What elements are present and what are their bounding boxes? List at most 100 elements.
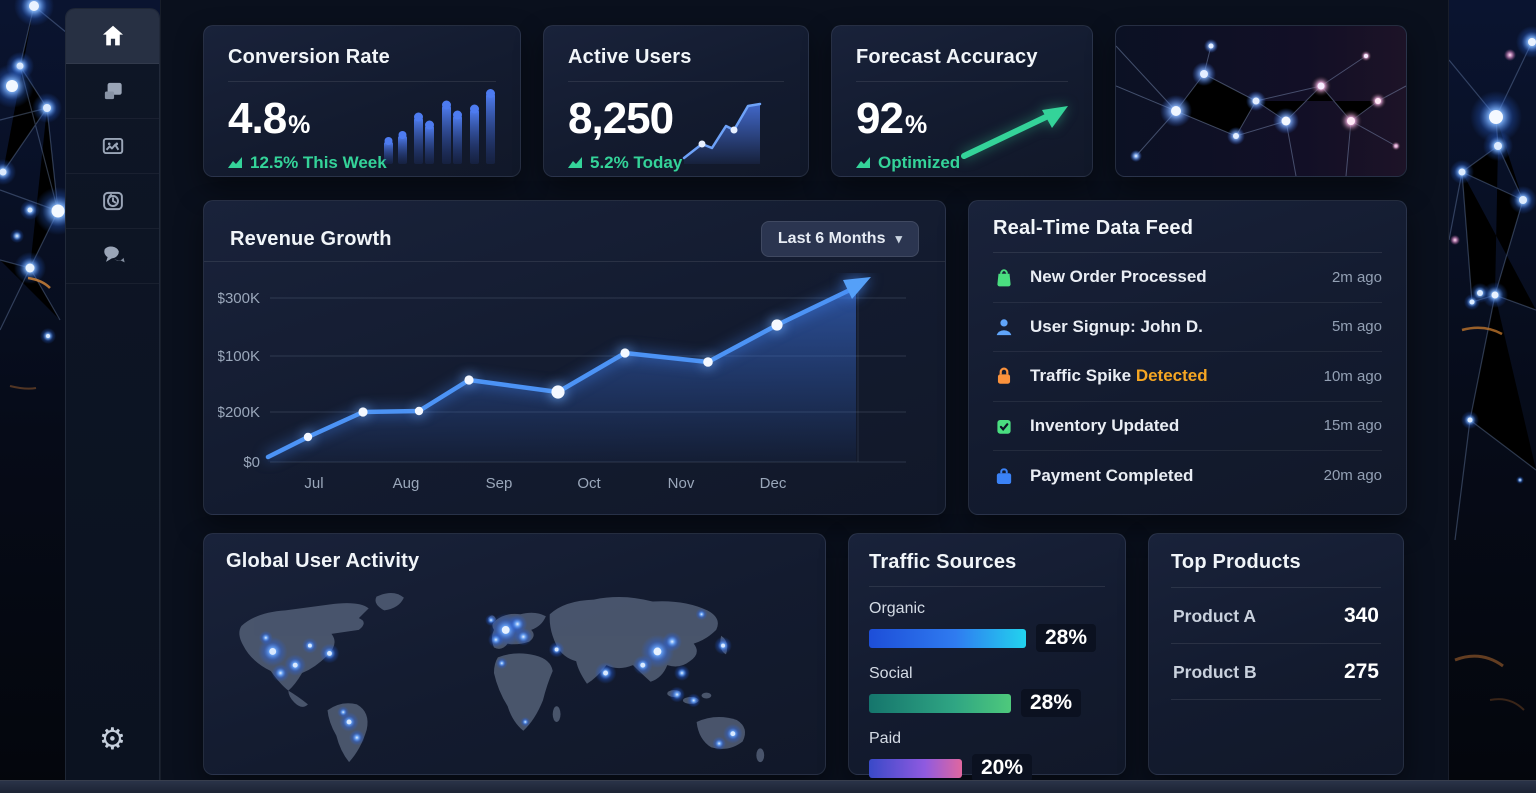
sidebar: ⚙ bbox=[65, 8, 160, 780]
chevron-down-icon: ▾ bbox=[895, 231, 902, 246]
feed-item-time: 5m ago bbox=[1331, 318, 1382, 336]
product-row: Product B 275 bbox=[1171, 644, 1381, 700]
product-name: Product B bbox=[1173, 661, 1257, 682]
network-visualization-panel bbox=[1115, 25, 1407, 177]
settings-gear-icon[interactable]: ⚙ bbox=[99, 723, 126, 756]
feed-item: Payment Completed 20m ago bbox=[993, 451, 1382, 501]
divider bbox=[1171, 587, 1381, 588]
traffic-bar-row: 20% bbox=[869, 754, 1105, 782]
panel-title: Top Products bbox=[1171, 551, 1301, 573]
y-tick: $300K bbox=[218, 290, 260, 307]
feed-item-text: New Order Processed bbox=[1030, 267, 1207, 287]
card-delta-text: Optimized bbox=[878, 153, 961, 172]
paid-bar bbox=[869, 758, 962, 778]
traffic-percent: 28% bbox=[1036, 624, 1097, 652]
y-tick: $0 bbox=[243, 454, 260, 471]
card-unit: % bbox=[288, 111, 311, 139]
history-icon bbox=[100, 188, 126, 214]
main-content: Conversion Rate 4.8 % 12.5% This Week bbox=[160, 0, 1449, 782]
divider bbox=[228, 81, 496, 82]
world-activity-map bbox=[239, 592, 765, 763]
card-value-row: 8,250 bbox=[568, 94, 784, 144]
traffic-sources-panel: Traffic Sources Organic 28% Social 28% P… bbox=[848, 533, 1126, 782]
feed-item-time: 20m ago bbox=[1323, 467, 1382, 485]
x-tick: Dec bbox=[760, 475, 787, 492]
card-title: Active Users bbox=[568, 46, 692, 68]
feed-item-time: 15m ago bbox=[1323, 417, 1382, 435]
time-range-dropdown[interactable]: Last 6 Months ▾ bbox=[760, 221, 919, 257]
card-title: Conversion Rate bbox=[228, 46, 390, 68]
sidebar-item-media[interactable] bbox=[66, 119, 159, 174]
home-icon bbox=[99, 22, 127, 50]
card-value-row: 4.8 % bbox=[228, 94, 496, 144]
card-conversion-rate: Conversion Rate 4.8 % 12.5% This Week bbox=[203, 25, 521, 177]
product-row: Product A 340 bbox=[1171, 588, 1381, 644]
sidebar-item-monitor[interactable] bbox=[66, 64, 159, 119]
panel-title: Revenue Growth bbox=[230, 227, 392, 250]
card-title: Forecast Accuracy bbox=[856, 46, 1038, 68]
feed-item-text: Traffic Spike Detected bbox=[1030, 366, 1208, 386]
top-products-panel: Top Products Product A 340 Product B 275 bbox=[1148, 533, 1404, 775]
trend-up-icon bbox=[228, 157, 242, 168]
y-tick: $200K bbox=[218, 404, 260, 421]
card-value: 92 bbox=[856, 94, 904, 143]
line-sparkline bbox=[682, 102, 762, 164]
card-value-row: 92 % bbox=[856, 94, 1068, 144]
trend-up-icon bbox=[568, 157, 582, 168]
user-icon bbox=[993, 316, 1015, 338]
traffic-bar-row: 28% bbox=[869, 624, 1105, 652]
feed-item-time: 2m ago bbox=[1331, 268, 1382, 286]
feed-item-time: 10m ago bbox=[1323, 367, 1382, 385]
network-graph-art bbox=[1116, 26, 1406, 176]
card-delta-text: 5.2% Today bbox=[590, 153, 683, 172]
traffic-row-label: Organic bbox=[869, 600, 926, 617]
feed-item: New Order Processed 2m ago bbox=[993, 253, 1382, 303]
revenue-header: Revenue Growth Last 6 Months ▾ bbox=[204, 201, 945, 257]
card-active-users: Active Users 8,250 5.2% Today bbox=[543, 25, 809, 177]
sidebar-item-chat[interactable] bbox=[66, 229, 159, 284]
check-box-icon bbox=[993, 415, 1015, 437]
divider bbox=[869, 586, 1105, 587]
card-delta-text: 12.5% This Week bbox=[250, 153, 387, 172]
sidebar-item-history[interactable] bbox=[66, 174, 159, 229]
panel-title: Traffic Sources bbox=[869, 551, 1017, 573]
chat-icon bbox=[99, 242, 127, 270]
card-value: 4.8 bbox=[228, 94, 287, 143]
monitor-icon bbox=[100, 78, 126, 104]
traffic-percent: 28% bbox=[1021, 689, 1082, 717]
x-tick: Sep bbox=[486, 475, 513, 492]
feed-item: User Signup: John D. 5m ago bbox=[993, 303, 1382, 352]
product-name: Product A bbox=[1173, 605, 1256, 626]
revenue-line-chart: $300K $100K $200K $0 Jul Aug Sep Oct No bbox=[218, 277, 906, 492]
card-delta: 5.2% Today bbox=[568, 153, 784, 173]
divider bbox=[993, 252, 1382, 253]
lock-icon bbox=[993, 365, 1015, 387]
dropdown-label: Last 6 Months bbox=[777, 230, 886, 247]
product-value: 340 bbox=[1343, 604, 1379, 627]
shopping-bag-icon bbox=[993, 266, 1015, 288]
panel-title: Real-Time Data Feed bbox=[993, 217, 1194, 239]
x-tick: Oct bbox=[577, 475, 601, 492]
x-tick: Aug bbox=[393, 475, 420, 492]
product-value: 275 bbox=[1343, 660, 1379, 683]
panel-title: Global User Activity bbox=[226, 550, 420, 572]
y-tick: $100K bbox=[218, 348, 260, 365]
traffic-percent: 20% bbox=[972, 754, 1033, 782]
image-icon bbox=[100, 133, 126, 159]
x-tick: Jul bbox=[304, 475, 323, 492]
divider bbox=[204, 261, 945, 262]
revenue-growth-panel: Revenue Growth Last 6 Months ▾ bbox=[203, 200, 946, 515]
card-delta: 12.5% This Week bbox=[228, 153, 496, 173]
traffic-row-label: Paid bbox=[869, 730, 902, 747]
bar-sparkline bbox=[384, 89, 495, 164]
traffic-bar-row: 28% bbox=[869, 689, 1105, 717]
card-unit: % bbox=[904, 111, 928, 139]
feed-item: Traffic Spike Detected 10m ago bbox=[993, 352, 1382, 402]
sidebar-item-home[interactable] bbox=[66, 9, 159, 64]
feed-item-text: Payment Completed bbox=[1030, 465, 1194, 485]
realtime-feed-panel: Real-Time Data Feed New Order Processed … bbox=[968, 200, 1407, 515]
divider bbox=[568, 81, 784, 82]
feed-item-text: Inventory Updated bbox=[1030, 415, 1180, 435]
x-tick: Nov bbox=[668, 475, 695, 492]
